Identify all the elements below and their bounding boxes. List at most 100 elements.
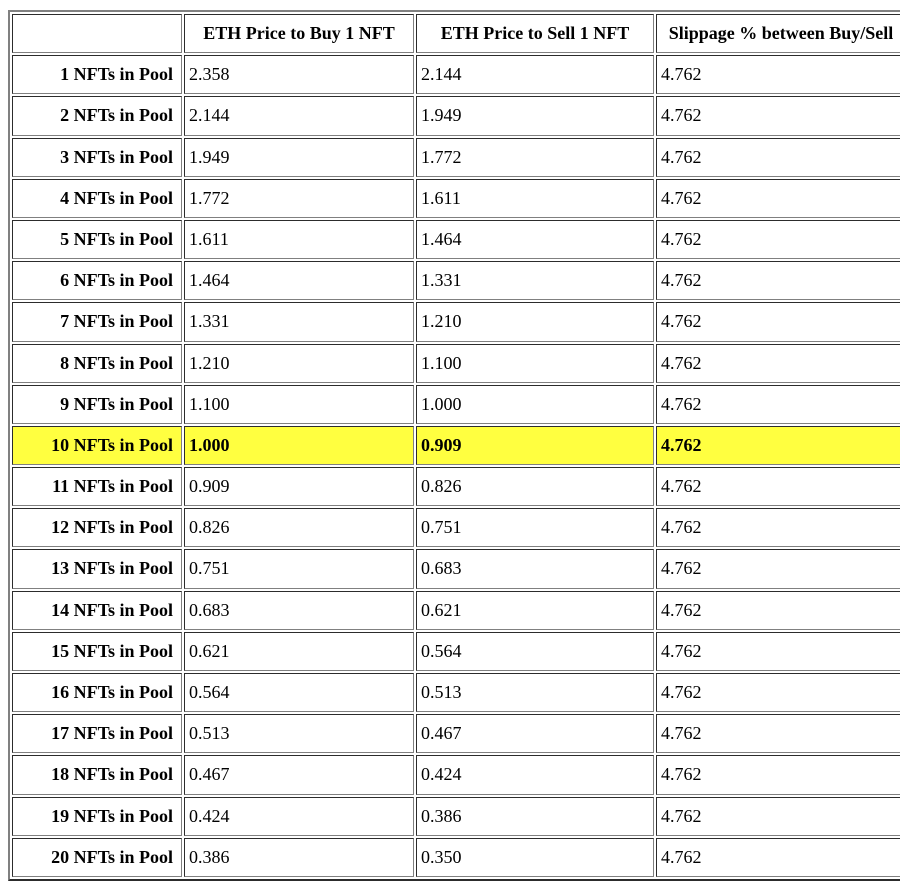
- row-label: 16 NFTs in Pool: [12, 673, 182, 712]
- cell-slippage: 4.762: [656, 426, 900, 465]
- table-row: 18 NFTs in Pool0.4670.4244.762: [12, 755, 900, 794]
- table-row: 3 NFTs in Pool1.9491.7724.762: [12, 138, 900, 177]
- row-label: 7 NFTs in Pool: [12, 302, 182, 341]
- row-label: 3 NFTs in Pool: [12, 138, 182, 177]
- cell-sell: 0.386: [416, 797, 654, 836]
- cell-buy: 0.751: [184, 549, 414, 588]
- cell-sell: 1.331: [416, 261, 654, 300]
- cell-sell: 0.424: [416, 755, 654, 794]
- column-header-sell: ETH Price to Sell 1 NFT: [416, 14, 654, 53]
- table-row: 12 NFTs in Pool0.8260.7514.762: [12, 508, 900, 547]
- nft-pool-pricing-table: ETH Price to Buy 1 NFT ETH Price to Sell…: [8, 10, 900, 881]
- cell-slippage: 4.762: [656, 591, 900, 630]
- cell-buy: 0.564: [184, 673, 414, 712]
- cell-slippage: 4.762: [656, 138, 900, 177]
- row-label: 5 NFTs in Pool: [12, 220, 182, 259]
- table-header: ETH Price to Buy 1 NFT ETH Price to Sell…: [12, 14, 900, 53]
- cell-sell: 0.513: [416, 673, 654, 712]
- table-row: 6 NFTs in Pool1.4641.3314.762: [12, 261, 900, 300]
- table-row: 1 NFTs in Pool2.3582.1444.762: [12, 55, 900, 94]
- table-row: 2 NFTs in Pool2.1441.9494.762: [12, 96, 900, 135]
- cell-buy: 1.611: [184, 220, 414, 259]
- cell-buy: 0.467: [184, 755, 414, 794]
- row-label: 8 NFTs in Pool: [12, 344, 182, 383]
- cell-slippage: 4.762: [656, 673, 900, 712]
- cell-sell: 0.621: [416, 591, 654, 630]
- table-row: 5 NFTs in Pool1.6111.4644.762: [12, 220, 900, 259]
- row-label: 12 NFTs in Pool: [12, 508, 182, 547]
- cell-slippage: 4.762: [656, 344, 900, 383]
- cell-buy: 1.464: [184, 261, 414, 300]
- row-label: 1 NFTs in Pool: [12, 55, 182, 94]
- row-label: 20 NFTs in Pool: [12, 838, 182, 877]
- cell-slippage: 4.762: [656, 96, 900, 135]
- cell-buy: 0.683: [184, 591, 414, 630]
- column-header-slippage: Slippage % between Buy/Sell: [656, 14, 900, 53]
- cell-buy: 1.949: [184, 138, 414, 177]
- cell-buy: 0.826: [184, 508, 414, 547]
- column-header-buy: ETH Price to Buy 1 NFT: [184, 14, 414, 53]
- cell-slippage: 4.762: [656, 838, 900, 877]
- row-label: 9 NFTs in Pool: [12, 385, 182, 424]
- cell-slippage: 4.762: [656, 755, 900, 794]
- row-label: 6 NFTs in Pool: [12, 261, 182, 300]
- table-row: 17 NFTs in Pool0.5130.4674.762: [12, 714, 900, 753]
- cell-slippage: 4.762: [656, 467, 900, 506]
- cell-buy: 0.909: [184, 467, 414, 506]
- row-label: 18 NFTs in Pool: [12, 755, 182, 794]
- cell-slippage: 4.762: [656, 302, 900, 341]
- table-row: 19 NFTs in Pool0.4240.3864.762: [12, 797, 900, 836]
- table-row: 13 NFTs in Pool0.7510.6834.762: [12, 549, 900, 588]
- cell-buy: 0.621: [184, 632, 414, 671]
- cell-sell: 1.464: [416, 220, 654, 259]
- row-label: 11 NFTs in Pool: [12, 467, 182, 506]
- cell-sell: 0.350: [416, 838, 654, 877]
- row-label: 2 NFTs in Pool: [12, 96, 182, 135]
- table-row: 8 NFTs in Pool1.2101.1004.762: [12, 344, 900, 383]
- cell-sell: 0.751: [416, 508, 654, 547]
- cell-sell: 0.909: [416, 426, 654, 465]
- cell-slippage: 4.762: [656, 385, 900, 424]
- cell-sell: 1.772: [416, 138, 654, 177]
- row-label: 15 NFTs in Pool: [12, 632, 182, 671]
- table-row: 14 NFTs in Pool0.6830.6214.762: [12, 591, 900, 630]
- table-row: 10 NFTs in Pool1.0000.9094.762: [12, 426, 900, 465]
- cell-slippage: 4.762: [656, 714, 900, 753]
- table-row: 20 NFTs in Pool0.3860.3504.762: [12, 838, 900, 877]
- cell-sell: 0.467: [416, 714, 654, 753]
- cell-buy: 1.772: [184, 179, 414, 218]
- table-row: 9 NFTs in Pool1.1001.0004.762: [12, 385, 900, 424]
- cell-slippage: 4.762: [656, 55, 900, 94]
- column-header-blank: [12, 14, 182, 53]
- cell-sell: 2.144: [416, 55, 654, 94]
- cell-slippage: 4.762: [656, 508, 900, 547]
- cell-buy: 0.386: [184, 838, 414, 877]
- row-label: 17 NFTs in Pool: [12, 714, 182, 753]
- row-label: 19 NFTs in Pool: [12, 797, 182, 836]
- cell-slippage: 4.762: [656, 179, 900, 218]
- row-label: 10 NFTs in Pool: [12, 426, 182, 465]
- cell-buy: 0.513: [184, 714, 414, 753]
- cell-slippage: 4.762: [656, 797, 900, 836]
- table-body: 1 NFTs in Pool2.3582.1444.7622 NFTs in P…: [12, 55, 900, 877]
- table-row: 15 NFTs in Pool0.6210.5644.762: [12, 632, 900, 671]
- cell-buy: 1.000: [184, 426, 414, 465]
- cell-sell: 1.000: [416, 385, 654, 424]
- cell-sell: 1.949: [416, 96, 654, 135]
- cell-buy: 1.210: [184, 344, 414, 383]
- table-row: 7 NFTs in Pool1.3311.2104.762: [12, 302, 900, 341]
- cell-slippage: 4.762: [656, 261, 900, 300]
- table-row: 4 NFTs in Pool1.7721.6114.762: [12, 179, 900, 218]
- cell-buy: 1.331: [184, 302, 414, 341]
- cell-sell: 1.100: [416, 344, 654, 383]
- cell-slippage: 4.762: [656, 632, 900, 671]
- cell-buy: 0.424: [184, 797, 414, 836]
- row-label: 4 NFTs in Pool: [12, 179, 182, 218]
- table-row: 11 NFTs in Pool0.9090.8264.762: [12, 467, 900, 506]
- cell-buy: 1.100: [184, 385, 414, 424]
- row-label: 14 NFTs in Pool: [12, 591, 182, 630]
- cell-sell: 0.683: [416, 549, 654, 588]
- row-label: 13 NFTs in Pool: [12, 549, 182, 588]
- cell-sell: 1.210: [416, 302, 654, 341]
- cell-buy: 2.144: [184, 96, 414, 135]
